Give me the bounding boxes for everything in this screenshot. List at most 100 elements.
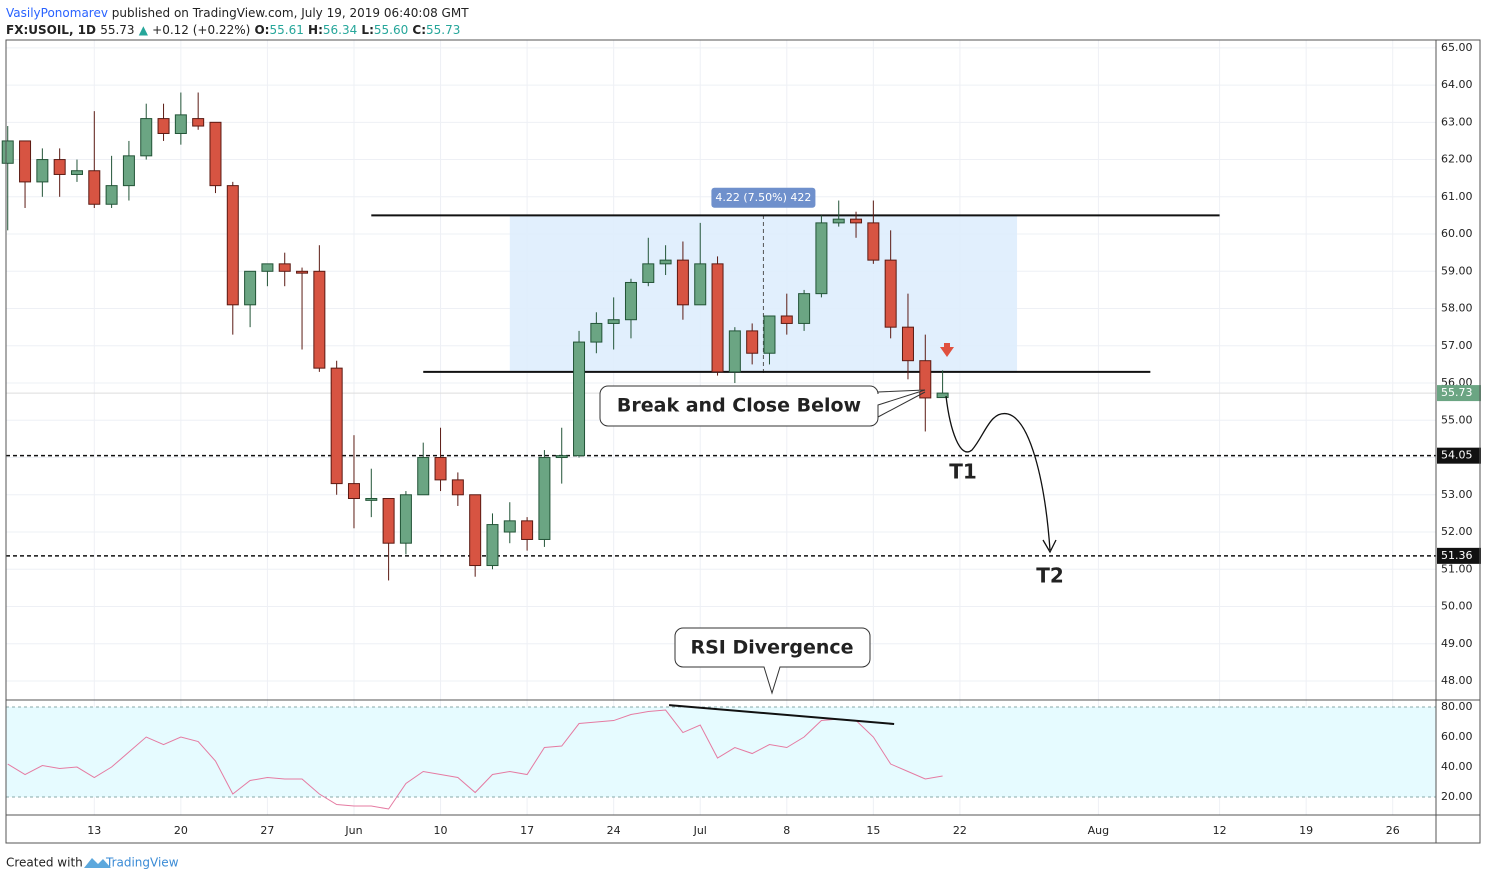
x-tick-label: 13 xyxy=(87,824,101,837)
level-label: 54.05 xyxy=(1441,449,1473,462)
candle-body xyxy=(486,524,499,567)
low: 55.60 xyxy=(374,23,408,37)
candle-body xyxy=(763,315,776,354)
candle-body xyxy=(711,263,724,373)
projection-arrowhead xyxy=(1042,539,1057,554)
y-tick-label: 48.00 xyxy=(1441,674,1473,687)
x-tick-label: 26 xyxy=(1386,824,1400,837)
candle-body xyxy=(157,118,170,134)
published: published on TradingView.com, July 19, 2… xyxy=(112,6,469,20)
candle-body xyxy=(642,263,655,283)
candle-body xyxy=(192,118,205,127)
candle-body xyxy=(832,218,845,224)
callout-pointer xyxy=(877,391,926,418)
t1-label: T1 xyxy=(949,460,977,484)
candle-body xyxy=(209,121,222,187)
candle-body xyxy=(936,392,949,399)
candle-body xyxy=(538,457,551,540)
candle-body xyxy=(417,457,430,496)
y-tick-label: 40.00 xyxy=(1441,760,1473,773)
candle-body xyxy=(503,520,516,533)
up-arrow: ▲ xyxy=(139,23,149,37)
candle-body xyxy=(901,326,914,362)
candle-body xyxy=(19,140,32,183)
y-tick-label: 49.00 xyxy=(1441,637,1473,650)
candle-body xyxy=(88,170,101,205)
candle-body xyxy=(521,520,534,540)
y-tick-label: 61.00 xyxy=(1441,190,1473,203)
x-tick-label: 24 xyxy=(607,824,621,837)
break-label: Break and Close Below xyxy=(617,395,861,417)
candle-body xyxy=(607,319,620,324)
candle-body xyxy=(884,259,897,328)
sell-arrow-icon xyxy=(940,343,954,357)
candle-body xyxy=(278,263,291,272)
close: 55.73 xyxy=(426,23,460,37)
h-label: H: xyxy=(308,23,323,37)
x-tick-label: Aug xyxy=(1088,824,1109,837)
candle-body xyxy=(122,155,135,187)
symbol-line: FX:USOIL, 1D 55.73 ▲ +0.12 (+0.22%) O:55… xyxy=(6,23,460,37)
l-label: L: xyxy=(361,23,373,37)
x-tick-label: 15 xyxy=(866,824,880,837)
high: 56.34 xyxy=(323,23,357,37)
last: 55.73 xyxy=(100,23,134,37)
logo xyxy=(84,858,111,868)
candle-body xyxy=(919,360,932,399)
candle-body xyxy=(746,330,759,354)
candle-body xyxy=(815,222,828,295)
x-tick-label: 19 xyxy=(1299,824,1313,837)
y-tick-label: 53.00 xyxy=(1441,488,1473,501)
rsi-line xyxy=(7,709,943,810)
candle-body xyxy=(555,455,568,459)
candle-body xyxy=(365,497,378,501)
candle-body xyxy=(434,457,447,481)
y-tick-label: 51.00 xyxy=(1441,562,1473,575)
level-tag xyxy=(1437,447,1481,464)
candle-body xyxy=(226,185,239,306)
header-line: VasilyPonomarev published on TradingView… xyxy=(6,6,469,20)
candle-body xyxy=(330,367,343,485)
y-tick-label: 58.00 xyxy=(1441,302,1473,315)
x-tick-label: 10 xyxy=(434,824,448,837)
footer-brand[interactable]: TradingView xyxy=(105,856,179,870)
candle-body xyxy=(105,185,118,205)
y-tick-label: 80.00 xyxy=(1441,700,1473,713)
candle-body xyxy=(676,259,689,306)
x-tick-label: 12 xyxy=(1213,824,1227,837)
candle-body xyxy=(850,218,863,224)
candle-body xyxy=(451,479,464,496)
x-tick-label: Jun xyxy=(344,824,362,837)
candle-body xyxy=(382,497,395,544)
y-tick-label: 59.00 xyxy=(1441,264,1473,277)
candle-body xyxy=(590,322,603,343)
candle-body xyxy=(53,159,66,175)
candle-body xyxy=(296,270,309,274)
last-price-tag xyxy=(1437,385,1481,402)
y-tick-label: 20.00 xyxy=(1441,790,1473,803)
y-tick-label: 52.00 xyxy=(1441,525,1473,538)
t2-label: T2 xyxy=(1036,564,1064,588)
y-tick-label: 55.00 xyxy=(1441,413,1473,426)
plot: 13 20 27 Jun 10 17 24 Jul 8 15 22 Aug 12 19 26 48.00 49.… xyxy=(1,41,1481,837)
level-label: 51.36 xyxy=(1441,549,1473,562)
candle-body xyxy=(313,270,326,369)
level-tag xyxy=(1437,547,1481,564)
x-tick-label: 27 xyxy=(260,824,274,837)
symbol: FX:USOIL, 1D xyxy=(6,23,96,37)
candle-body xyxy=(244,270,257,306)
candle-body xyxy=(798,293,811,324)
rsi-band xyxy=(6,707,1436,798)
x-tick-label: 20 xyxy=(174,824,188,837)
author[interactable]: VasilyPonomarev xyxy=(6,6,108,20)
y-tick-label: 64.00 xyxy=(1441,78,1473,91)
projection-path xyxy=(945,395,1051,551)
o-label: O: xyxy=(254,23,269,37)
candle-body xyxy=(469,494,482,567)
candle-body xyxy=(261,263,274,272)
y-tick-label: 65.00 xyxy=(1441,41,1473,54)
candle-body xyxy=(694,263,707,306)
candle-body xyxy=(624,281,637,321)
measure-label: 4.22 (7.50%) 422 xyxy=(715,191,811,204)
